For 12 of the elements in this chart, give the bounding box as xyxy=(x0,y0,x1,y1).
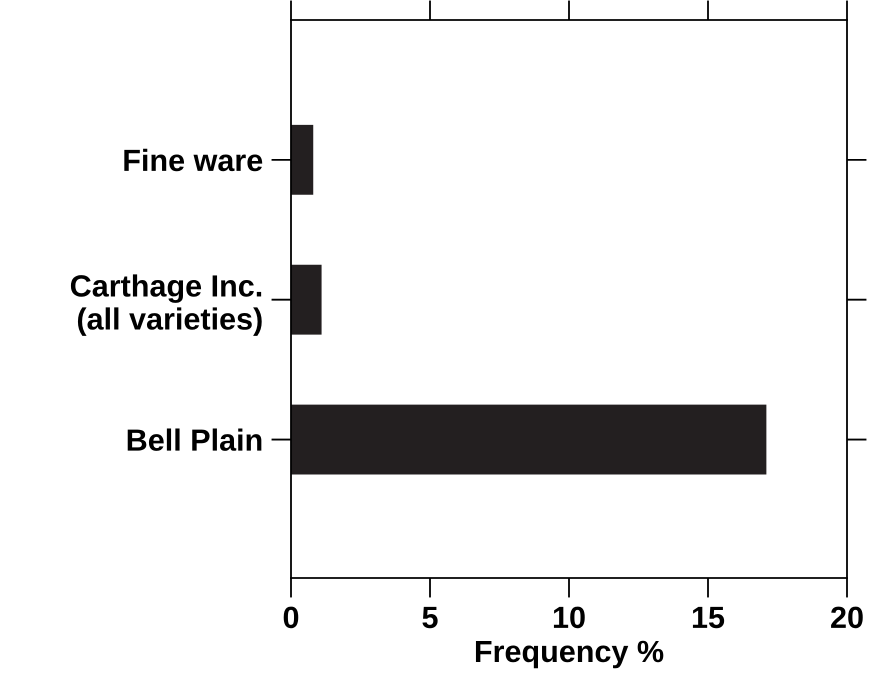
y-tick-label: Fine ware xyxy=(124,148,262,172)
bar xyxy=(291,124,314,195)
x-tick-label: 20 xyxy=(831,606,863,628)
x-axis-title: Frequency % xyxy=(476,640,664,668)
x-tick-label: 15 xyxy=(692,606,724,628)
y-tick-label: Carthage Inc. (all varieties) xyxy=(70,274,262,336)
x-tick-label: 5 xyxy=(422,606,438,628)
x-tick-label: 0 xyxy=(284,606,298,628)
bar xyxy=(291,264,322,335)
y-tick-label: Bell Plain xyxy=(128,428,262,451)
x-tick-label: 10 xyxy=(554,606,585,628)
bar xyxy=(291,404,766,475)
